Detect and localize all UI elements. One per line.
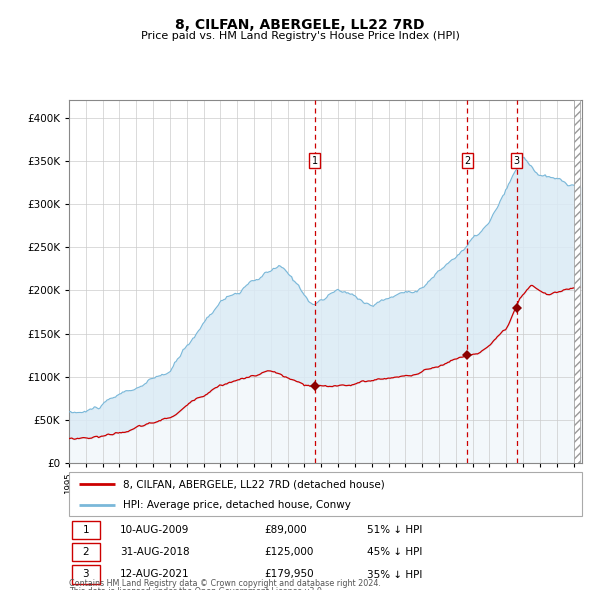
Text: HPI: Average price, detached house, Conwy: HPI: Average price, detached house, Conw… xyxy=(123,500,351,510)
Text: 3: 3 xyxy=(82,569,89,579)
Text: 35% ↓ HPI: 35% ↓ HPI xyxy=(367,569,422,579)
Text: This data is licensed under the Open Government Licence v3.0.: This data is licensed under the Open Gov… xyxy=(69,587,325,590)
Text: Price paid vs. HM Land Registry's House Price Index (HPI): Price paid vs. HM Land Registry's House … xyxy=(140,31,460,41)
Text: 8, CILFAN, ABERGELE, LL22 7RD (detached house): 8, CILFAN, ABERGELE, LL22 7RD (detached … xyxy=(123,480,385,489)
Text: £179,950: £179,950 xyxy=(264,569,314,579)
Text: 45% ↓ HPI: 45% ↓ HPI xyxy=(367,547,422,557)
Bar xyxy=(71,565,100,584)
Bar xyxy=(71,520,100,539)
Text: £89,000: £89,000 xyxy=(264,525,307,535)
Text: 10-AUG-2009: 10-AUG-2009 xyxy=(121,525,190,535)
Text: 31-AUG-2018: 31-AUG-2018 xyxy=(121,547,190,557)
Polygon shape xyxy=(574,100,580,463)
Text: 1: 1 xyxy=(311,156,317,166)
Text: 12-AUG-2021: 12-AUG-2021 xyxy=(121,569,190,579)
Text: 2: 2 xyxy=(82,547,89,557)
Text: Contains HM Land Registry data © Crown copyright and database right 2024.: Contains HM Land Registry data © Crown c… xyxy=(69,579,381,588)
Text: 8, CILFAN, ABERGELE, LL22 7RD: 8, CILFAN, ABERGELE, LL22 7RD xyxy=(175,18,425,32)
Text: 3: 3 xyxy=(514,156,520,166)
Text: 1: 1 xyxy=(82,525,89,535)
Text: £125,000: £125,000 xyxy=(264,547,313,557)
Bar xyxy=(71,543,100,561)
Text: 2: 2 xyxy=(464,156,470,166)
Text: 51% ↓ HPI: 51% ↓ HPI xyxy=(367,525,422,535)
